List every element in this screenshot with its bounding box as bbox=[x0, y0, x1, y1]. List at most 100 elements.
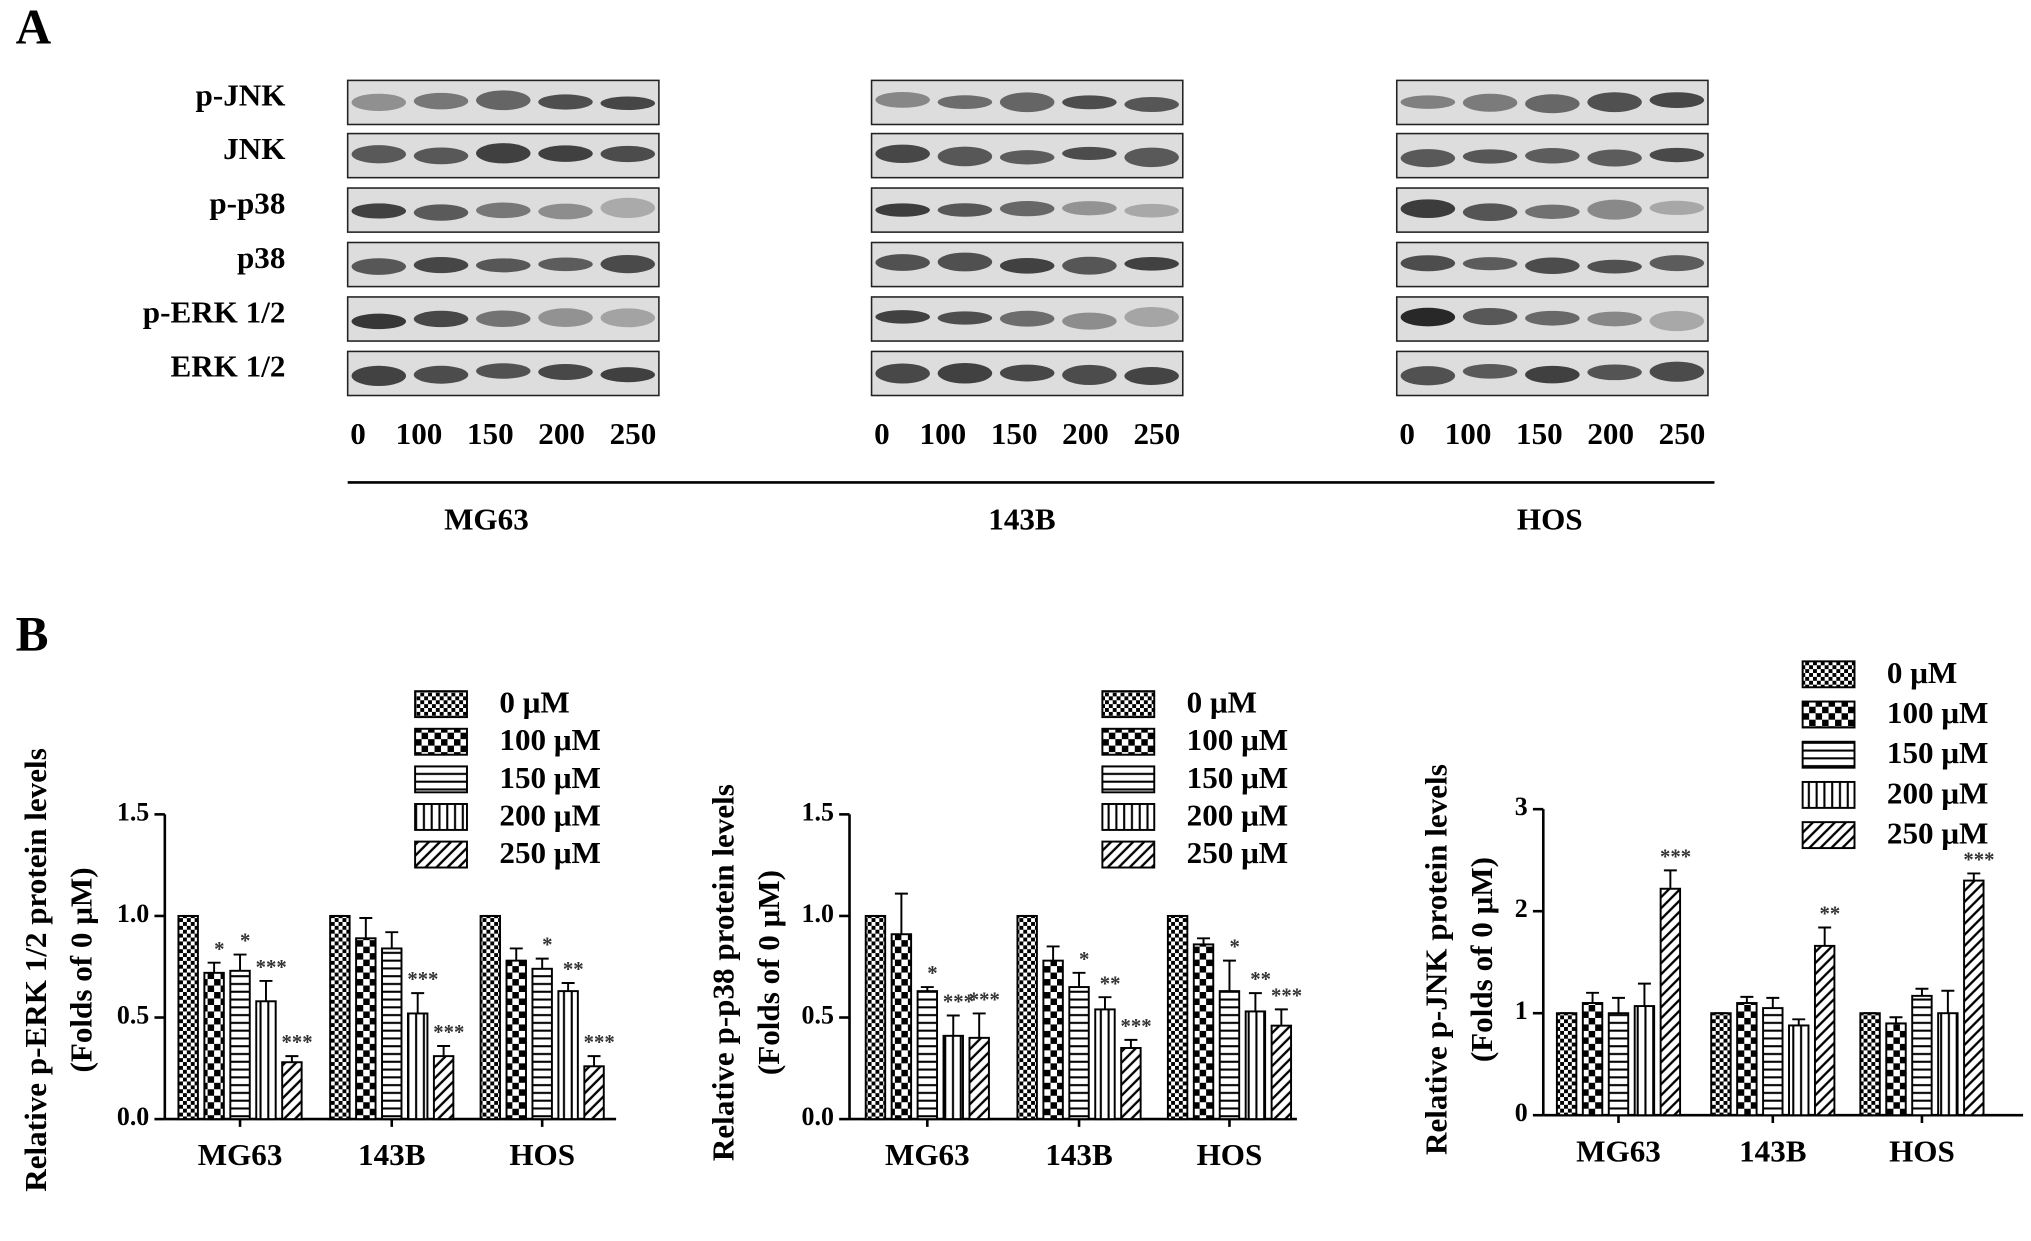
bar bbox=[381, 947, 403, 1121]
blot-band bbox=[1525, 257, 1580, 275]
blot-band bbox=[1124, 203, 1179, 218]
blot-band bbox=[999, 364, 1055, 382]
y-axis-label: (Folds of 0 μM) bbox=[751, 870, 786, 1075]
blot-band bbox=[875, 203, 930, 217]
row-label: ERK 1/2 bbox=[170, 349, 285, 384]
bar bbox=[1094, 1008, 1116, 1121]
bar bbox=[1859, 1012, 1881, 1117]
blot-band bbox=[1649, 361, 1705, 382]
row-label: JNK bbox=[223, 131, 285, 166]
x-tick-label: 143B bbox=[1045, 1137, 1112, 1172]
bar bbox=[406, 1012, 429, 1121]
legend-swatch bbox=[1101, 727, 1156, 756]
legend-label: 100 μM bbox=[499, 722, 600, 757]
significance-label: *** bbox=[433, 1022, 464, 1044]
bar bbox=[1762, 1007, 1784, 1117]
blot-band bbox=[351, 365, 407, 386]
bar bbox=[1192, 943, 1215, 1121]
y-tick-label: 0.5 bbox=[117, 1000, 149, 1029]
error-bar bbox=[946, 1014, 960, 1036]
error-bar bbox=[587, 1055, 601, 1067]
error-bar bbox=[1197, 937, 1211, 945]
blot-band bbox=[999, 150, 1055, 165]
error-bar bbox=[1274, 1008, 1288, 1026]
blot-band bbox=[999, 310, 1055, 327]
error-bar bbox=[285, 1055, 299, 1063]
error-bar bbox=[972, 1012, 986, 1038]
error-bar bbox=[1889, 1016, 1903, 1024]
blot-band bbox=[875, 310, 930, 324]
blot-band bbox=[1062, 312, 1117, 330]
blot-band bbox=[600, 145, 656, 163]
x-tick-label: HOS bbox=[509, 1137, 575, 1172]
significance-label: *** bbox=[1660, 846, 1691, 868]
y-tick-label: 1 bbox=[1515, 996, 1528, 1025]
significance-label: * bbox=[542, 935, 552, 957]
blot-band bbox=[1649, 255, 1705, 272]
blot-band bbox=[351, 203, 407, 219]
legend-label: 200 μM bbox=[499, 797, 600, 832]
legend-label: 200 μM bbox=[1887, 775, 1988, 810]
bar bbox=[1016, 914, 1038, 1121]
row-label: p-JNK bbox=[196, 78, 286, 113]
blot-band bbox=[476, 310, 531, 327]
blot-band bbox=[351, 93, 407, 112]
blot-band bbox=[999, 201, 1055, 217]
blot-band bbox=[351, 313, 407, 330]
legend-swatch bbox=[414, 765, 468, 794]
bar bbox=[203, 971, 225, 1121]
blot-band bbox=[413, 147, 469, 165]
bar bbox=[1813, 944, 1836, 1117]
y-axis-label: Relative p-p38 protein levels bbox=[705, 784, 740, 1161]
x-tick-label: 143B bbox=[358, 1137, 425, 1172]
bar bbox=[583, 1065, 605, 1121]
legend-swatch bbox=[1101, 803, 1156, 831]
blot-band bbox=[1649, 310, 1705, 332]
error-bar bbox=[259, 979, 273, 1002]
significance-label: *** bbox=[1963, 850, 1994, 872]
legend-swatch bbox=[1801, 740, 1856, 769]
y-axis-label: Relative p-ERK 1/2 protein levels bbox=[18, 748, 53, 1192]
lane-label: 0 bbox=[874, 416, 890, 451]
bar bbox=[505, 959, 527, 1121]
legend-swatch bbox=[414, 727, 468, 756]
blot-band bbox=[600, 308, 656, 328]
error-bar bbox=[411, 992, 425, 1014]
error-bar bbox=[1637, 982, 1651, 1007]
lane-label: 150 bbox=[467, 416, 514, 451]
bar bbox=[1042, 959, 1064, 1121]
lane-label: 100 bbox=[396, 416, 443, 451]
blot-band bbox=[1062, 364, 1117, 385]
error-bar bbox=[561, 982, 575, 992]
significance-label: *** bbox=[1271, 985, 1302, 1007]
blot-band bbox=[600, 96, 656, 111]
bar bbox=[355, 937, 377, 1121]
blot-band bbox=[1587, 259, 1642, 274]
x-tick-label: HOS bbox=[1197, 1137, 1263, 1172]
bar bbox=[531, 967, 553, 1121]
legend-swatch bbox=[1101, 690, 1156, 719]
legend-swatch bbox=[414, 690, 468, 719]
lane-label: 150 bbox=[1516, 416, 1563, 451]
lane-label: 250 bbox=[1134, 416, 1181, 451]
blot-band bbox=[1462, 149, 1518, 164]
blot-band bbox=[937, 363, 993, 384]
legend-swatch bbox=[1801, 660, 1856, 689]
blot-band bbox=[1062, 201, 1117, 216]
y-tick-label: 1.5 bbox=[802, 797, 834, 826]
legend-label: 150 μM bbox=[499, 760, 600, 795]
y-tick-label: 1.5 bbox=[117, 797, 149, 826]
blot-band bbox=[600, 367, 656, 383]
bar bbox=[1166, 914, 1189, 1121]
error-bar bbox=[359, 917, 373, 939]
blot-band bbox=[1525, 365, 1580, 384]
blot-band bbox=[937, 203, 993, 217]
y-axis-label: (Folds of 0 μM) bbox=[1464, 857, 1499, 1062]
blot-band bbox=[351, 258, 407, 275]
legend-label: 100 μM bbox=[1187, 722, 1288, 757]
lane-label: 200 bbox=[538, 416, 585, 451]
blot-band bbox=[999, 92, 1055, 113]
blot-band bbox=[538, 94, 593, 110]
legend-label: 0 μM bbox=[1187, 685, 1257, 720]
legend-label: 150 μM bbox=[1187, 760, 1288, 795]
